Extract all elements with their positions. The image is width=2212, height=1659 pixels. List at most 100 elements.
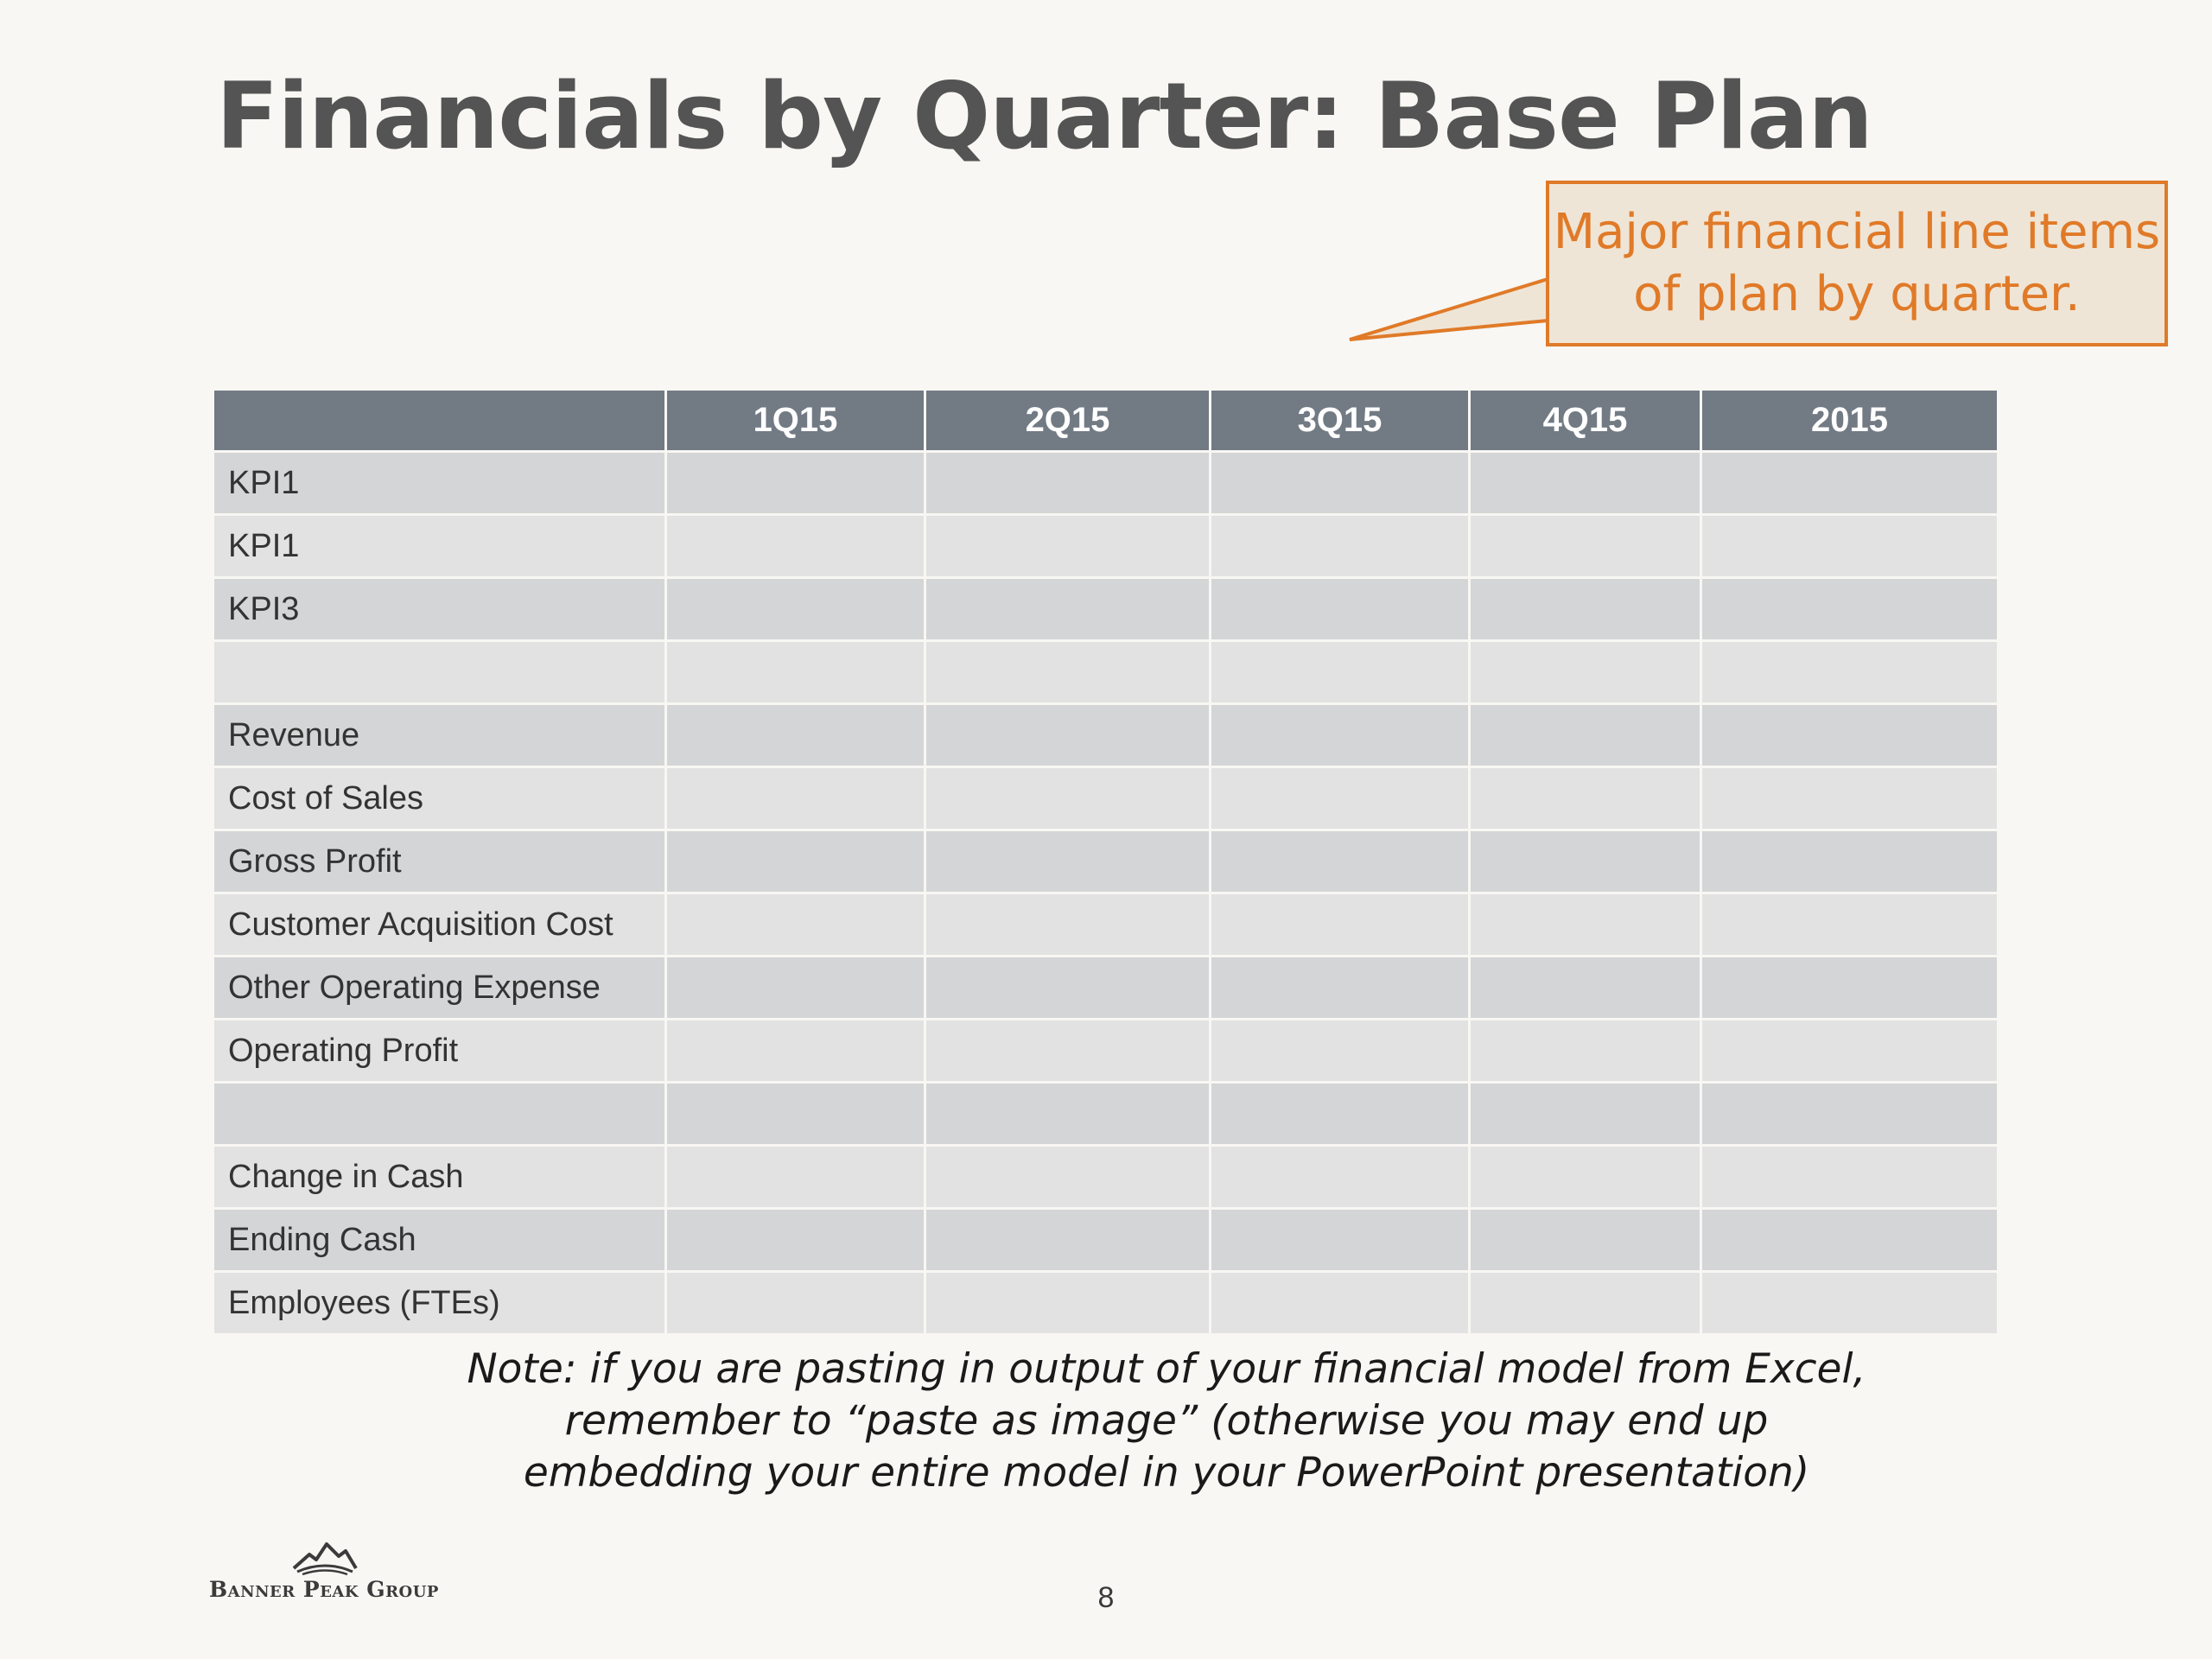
table-cell: [1700, 892, 1999, 957]
table-cell: [1209, 702, 1471, 768]
table-row: Cost of Sales: [212, 766, 1999, 831]
table-cell: [1468, 513, 1702, 579]
table-cell: [664, 892, 926, 957]
table-cell: [924, 766, 1211, 831]
table-cell: [924, 639, 1211, 705]
table-cell: [664, 1270, 926, 1336]
callout-box: Major financial line items of plan by qu…: [1546, 181, 2168, 346]
table-cell: [664, 955, 926, 1020]
table-cell: [1209, 829, 1471, 894]
table-cell: [1700, 576, 1999, 642]
table-cell: [1700, 450, 1999, 516]
table-cell: [1209, 450, 1471, 516]
column-header: 4Q15: [1468, 388, 1702, 453]
table-cell: [1700, 702, 1999, 768]
page-number: 8: [1097, 1581, 1115, 1614]
table-cell: [1700, 1207, 1999, 1273]
table-cell: [1700, 1081, 1999, 1147]
table-cell: [1209, 639, 1471, 705]
table-cell: [1700, 1270, 1999, 1336]
table-cell: [664, 829, 926, 894]
table-cell: [924, 702, 1211, 768]
row-label: KPI1: [212, 513, 667, 579]
row-label: KPI3: [212, 576, 667, 642]
table-row: [212, 1081, 1999, 1147]
row-label: Revenue: [212, 702, 667, 768]
company-logo: Banner Peak Group: [207, 1534, 441, 1603]
table-cell: [1700, 639, 1999, 705]
note-line: embedding your entire model in your Powe…: [523, 1449, 1810, 1497]
table-cell: [1468, 1144, 1702, 1210]
row-label: Cost of Sales: [212, 766, 667, 831]
table-cell: [1468, 576, 1702, 642]
table-row: KPI1: [212, 450, 1999, 516]
row-label: Gross Profit: [212, 829, 667, 894]
table-cell: [664, 766, 926, 831]
table-cell: [1468, 766, 1702, 831]
row-label: Change in Cash: [212, 1144, 667, 1210]
table-row: KPI1: [212, 513, 1999, 579]
row-label: [212, 639, 667, 705]
row-label: Employees (FTEs): [212, 1270, 667, 1336]
table-header-row: 1Q15 2Q15 3Q15 4Q15 2015: [212, 388, 1999, 453]
table-cell: [664, 1144, 926, 1210]
table-row: Ending Cash: [212, 1207, 1999, 1273]
table-cell: [1468, 829, 1702, 894]
table-cell: [1468, 1207, 1702, 1273]
table-cell: [1468, 1270, 1702, 1336]
callout-line: Major financial line items: [1553, 204, 2161, 260]
table-cell: [1209, 1270, 1471, 1336]
row-label: [212, 1081, 667, 1147]
table-row: Gross Profit: [212, 829, 1999, 894]
table-row: Customer Acquisition Cost: [212, 892, 1999, 957]
table-cell: [664, 639, 926, 705]
table-cell: [664, 1081, 926, 1147]
table-row: [212, 639, 1999, 705]
column-header: 1Q15: [664, 388, 926, 453]
table-cell: [664, 1018, 926, 1084]
row-label: Other Operating Expense: [212, 955, 667, 1020]
row-label: Operating Profit: [212, 1018, 667, 1084]
table-cell: [1700, 955, 1999, 1020]
table-cell: [1468, 702, 1702, 768]
table-cell: [1468, 639, 1702, 705]
table-cell: [1209, 1144, 1471, 1210]
note-text: Note: if you are pasting in output of yo…: [389, 1344, 1944, 1499]
row-label: Ending Cash: [212, 1207, 667, 1273]
table-cell: [1468, 1018, 1702, 1084]
table-cell: [1209, 513, 1471, 579]
table-cell: [1700, 829, 1999, 894]
mountain-peak-icon: [292, 1542, 358, 1576]
table-cell: [1468, 1081, 1702, 1147]
column-header: 3Q15: [1209, 388, 1471, 453]
table-cell: [924, 513, 1211, 579]
table-body: KPI1 KPI1 KPI3 Revenue Cost of Sales Gross Pr…: [212, 450, 1999, 1336]
table-cell: [664, 513, 926, 579]
table-cell: [1700, 1018, 1999, 1084]
table-cell: [1700, 766, 1999, 831]
table-cell: [1468, 892, 1702, 957]
table-cell: [924, 576, 1211, 642]
table-cell: [924, 955, 1211, 1020]
table-cell: [924, 892, 1211, 957]
column-header: 2015: [1700, 388, 1999, 453]
financials-table: 1Q15 2Q15 3Q15 4Q15 2015 KPI1 KPI1 KPI3 Revenue…: [212, 388, 1999, 1336]
table-cell: [1209, 576, 1471, 642]
table-cell: [924, 1144, 1211, 1210]
table-cell: [924, 1270, 1211, 1336]
table-row: Operating Profit: [212, 1018, 1999, 1084]
table-cell: [1700, 513, 1999, 579]
table-cell: [664, 1207, 926, 1273]
note-line: Note: if you are pasting in output of yo…: [467, 1345, 1866, 1393]
table-cell: [1209, 955, 1471, 1020]
table-cell: [1209, 766, 1471, 831]
note-line: remember to “paste as image” (otherwise …: [564, 1397, 1769, 1445]
table-row: Revenue: [212, 702, 1999, 768]
table-cell: [1209, 892, 1471, 957]
table-cell: [1468, 450, 1702, 516]
slide-title: Financials by Quarter: Base Plan: [216, 63, 1873, 169]
callout-line: of plan by quarter.: [1633, 266, 2081, 322]
table-cell: [924, 450, 1211, 516]
table-row: Change in Cash: [212, 1144, 1999, 1210]
table-cell: [1209, 1018, 1471, 1084]
